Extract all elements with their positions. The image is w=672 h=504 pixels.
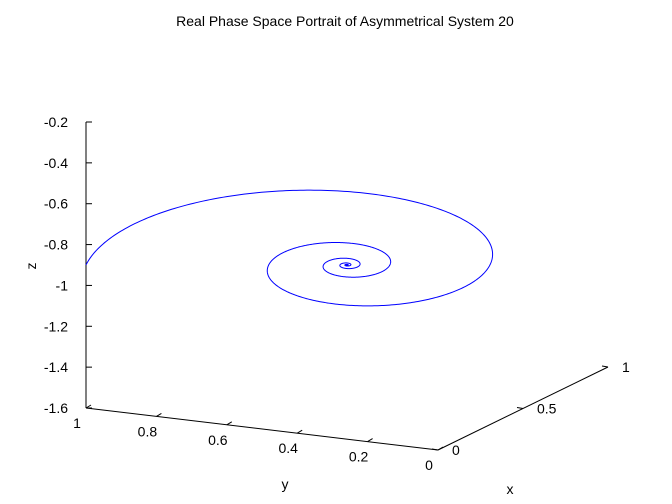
y-tick-mark [85, 404, 92, 409]
trajectory-line [85, 189, 494, 307]
z-axis-label: z [23, 263, 39, 270]
z-tick-label: -1 [56, 277, 69, 293]
x-tick-mark [601, 365, 609, 368]
y-tick-mark [367, 438, 373, 443]
y-tick-label: 0 [425, 457, 433, 473]
y-tick-label: 0.2 [349, 449, 369, 465]
y-tick-label: 0.8 [138, 423, 158, 439]
y-tick-label: 0.6 [208, 432, 228, 448]
z-tick-label: -1.6 [44, 400, 68, 416]
y-axis-line [85, 407, 439, 451]
z-tick-label: -1.2 [44, 318, 68, 334]
y-tick-mark [296, 429, 303, 434]
y-tick-label: 1 [73, 415, 81, 431]
x-tick-mark [431, 448, 439, 451]
x-tick-label: 0 [452, 442, 460, 458]
x-axis-label: x [507, 481, 514, 497]
y-tick-mark [156, 412, 162, 417]
z-tick-label: -0.8 [44, 237, 68, 253]
y-tick-mark [226, 421, 233, 426]
z-tick-label: -0.6 [44, 196, 68, 212]
axes-group: -0.2 -0.4 -0.6 -0.8 -1 -1.2 -1.4 -1.6 0 0.2 0.4 0.6… [44, 114, 630, 473]
y-tick-label: 0.4 [278, 440, 298, 456]
chart-title: Real Phase Space Portrait of Asymmetrica… [176, 13, 514, 29]
z-tick-label: -0.2 [44, 114, 68, 130]
y-tick-mark [437, 446, 444, 451]
x-tick-label: 1 [622, 359, 630, 375]
y-axis-label: y [282, 476, 289, 492]
z-tick-label: -1.4 [44, 359, 68, 375]
z-tick-label: -0.4 [44, 155, 68, 171]
x-tick-mark [516, 407, 524, 409]
x-tick-label: 0.5 [537, 401, 557, 417]
